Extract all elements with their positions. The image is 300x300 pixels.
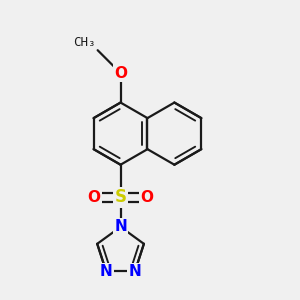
Text: O: O	[141, 190, 154, 205]
Text: S: S	[115, 188, 127, 206]
Text: N: N	[114, 219, 127, 234]
Text: CH₃: CH₃	[74, 36, 96, 49]
Text: N: N	[100, 264, 112, 279]
Text: N: N	[129, 264, 141, 279]
Text: O: O	[114, 66, 127, 81]
Text: O: O	[88, 190, 100, 205]
